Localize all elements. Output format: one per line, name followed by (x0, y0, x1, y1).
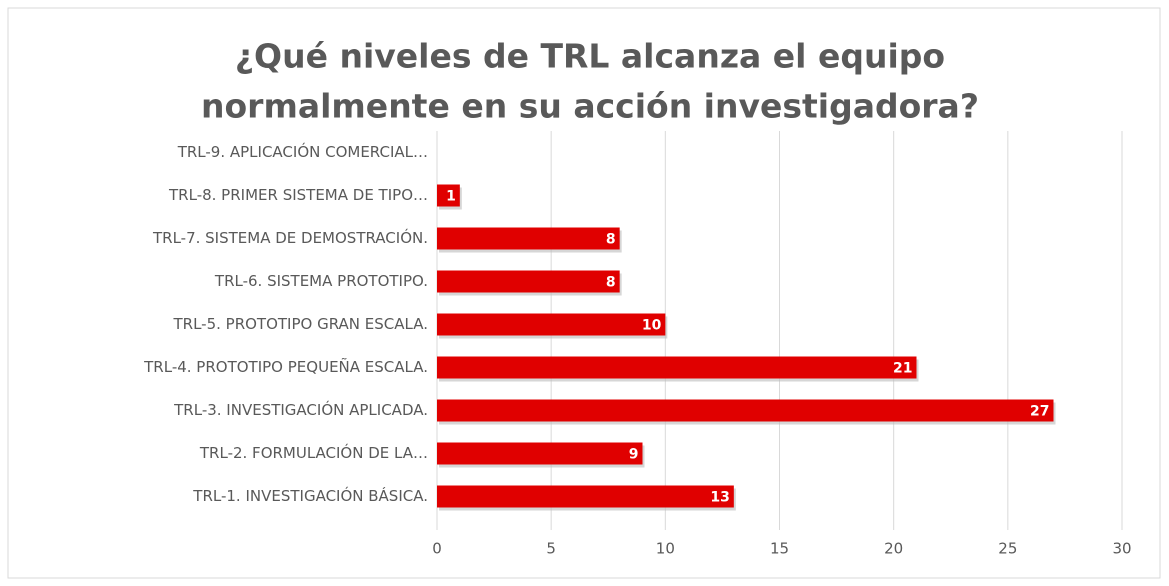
bar (437, 356, 917, 379)
x-tick-label: 30 (1112, 540, 1131, 558)
y-tick-label: TRL-6. SISTEMA PROTOTIPO. (214, 272, 428, 290)
data-label: 13 (710, 490, 729, 506)
x-tick-label: 5 (546, 540, 556, 558)
bar (437, 399, 1054, 422)
data-label: 1 (446, 189, 456, 205)
data-label: 8 (606, 275, 616, 291)
y-tick-label: TRL-5. PROTOTIPO GRAN ESCALA. (172, 315, 428, 333)
bar (437, 227, 620, 250)
bar (437, 442, 643, 465)
data-label: 8 (606, 232, 616, 248)
y-tick-label: TRL-1. INVESTIGACIÓN BÁSICA. (192, 486, 428, 505)
x-tick-label: 10 (656, 540, 675, 558)
x-tick-label: 0 (432, 540, 442, 558)
bar (437, 313, 666, 336)
data-label: 10 (642, 318, 662, 334)
x-tick-label: 25 (998, 540, 1017, 558)
bar (437, 270, 620, 293)
x-tick-label: 15 (770, 540, 789, 558)
bar (437, 485, 734, 508)
y-tick-label: TRL-4. PROTOTIPO PEQUEÑA ESCALA. (143, 357, 428, 376)
x-tick-label: 20 (884, 540, 903, 558)
y-tick-label: TRL-2. FORMULACIÓN DE LA… (199, 443, 428, 462)
chart-title: normalmente en su acción investigadora? (201, 87, 979, 126)
y-tick-label: TRL-8. PRIMER SISTEMA DE TIPO… (168, 186, 428, 204)
data-label: 27 (1030, 404, 1049, 420)
y-tick-label: TRL-3. INVESTIGACIÓN APLICADA. (173, 400, 428, 419)
chart-title: ¿Qué niveles de TRL alcanza el equipo (235, 37, 945, 76)
y-tick-label: TRL-9. APLICACIÓN COMERCIAL… (177, 142, 428, 161)
data-label: 9 (629, 447, 639, 463)
data-label: 21 (893, 361, 912, 377)
bar (437, 184, 460, 207)
y-tick-label: TRL-7. SISTEMA DE DEMOSTRACIÓN. (152, 228, 428, 247)
